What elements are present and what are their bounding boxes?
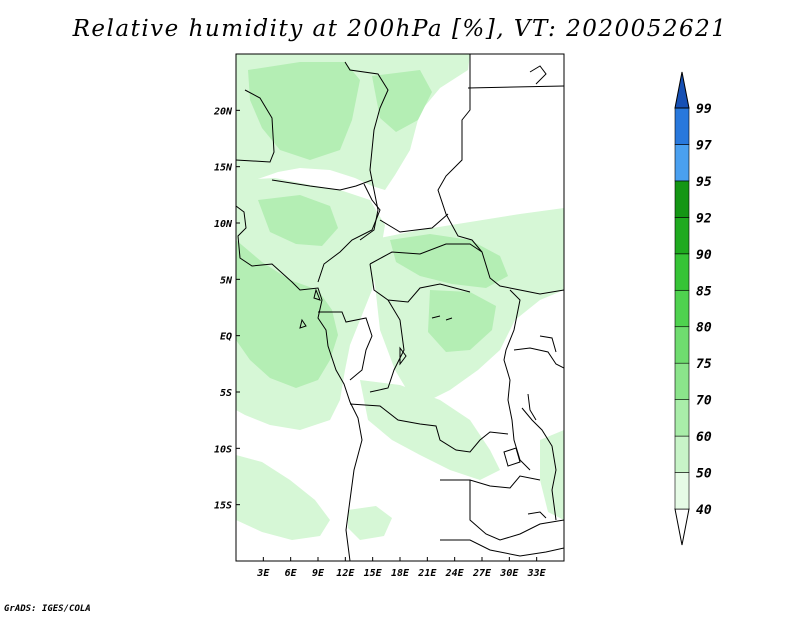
colorbar-label: 40 — [696, 503, 712, 518]
humidity-region-west-core — [258, 195, 338, 246]
humidity-region-south — [540, 430, 564, 520]
colorbar-label: 97 — [696, 138, 712, 153]
lat-tick-label: 5S — [220, 388, 232, 399]
humidity-region-south — [236, 455, 330, 540]
lon-tick-label: 24E — [445, 568, 465, 579]
colorbar-label: 95 — [696, 175, 712, 190]
colorbar-label: 70 — [696, 394, 712, 409]
lon-tick-label: 3E — [256, 568, 270, 579]
lat-tick-label: 15S — [214, 501, 232, 512]
colorbar-segment — [674, 107, 690, 145]
lat-tick-label: 10S — [214, 444, 232, 455]
lon-tick-label: 6E — [285, 568, 298, 579]
humidity-region-north-core — [248, 62, 360, 160]
colorbar-label: 99 — [696, 102, 712, 117]
lat-tick-label: 20N — [213, 106, 233, 117]
humidity-region-south — [360, 380, 500, 480]
lat-tick-label: EQ — [220, 332, 232, 343]
colorbar-segment — [674, 399, 690, 437]
colorbar-label: 75 — [696, 357, 712, 372]
lat-tick-label: 15N — [214, 163, 233, 174]
lon-axis: 3E 6E 9E 12E 15E 18E 21E 24E 27E 30E 33E — [256, 557, 547, 579]
colorbar-under-arrow — [674, 508, 690, 546]
colorbar-label: 50 — [696, 467, 712, 482]
lat-axis: 20N 15N 10N 5N EQ 5S 10S 15S — [213, 106, 240, 512]
humidity-region-central-core — [428, 290, 496, 352]
lon-tick-label: 15E — [364, 568, 383, 579]
humidity-region-north-core — [372, 70, 432, 132]
colorbar-label: 90 — [696, 248, 712, 263]
colorbar-segment — [674, 180, 690, 218]
map-title: Relative humidity at 200hPa [%], VT: 202… — [72, 16, 728, 42]
lon-tick-label: 33E — [527, 568, 547, 579]
lat-tick-label: 5N — [220, 275, 233, 286]
lon-tick-label: 30E — [499, 568, 519, 579]
coastlines-borders — [236, 54, 564, 561]
humidity-region-west-core — [236, 240, 338, 388]
lon-tick-label: 18E — [391, 568, 410, 579]
lon-tick-label: 12E — [336, 568, 355, 579]
colorbar-segment — [674, 362, 690, 400]
colorbar-segment — [674, 144, 690, 182]
colorbar-label: 85 — [696, 284, 712, 299]
colorbar-segment — [674, 253, 690, 291]
colorbar-segment — [674, 435, 690, 473]
colorbar-segment — [674, 472, 690, 510]
colorbar-over-arrow — [674, 71, 690, 109]
humidity-field — [236, 54, 564, 561]
lon-tick-label: 21E — [417, 568, 437, 579]
colorbar-segment — [674, 289, 690, 328]
lat-tick-label: 10N — [214, 219, 233, 230]
grads-credit: GrADS: IGES/COLA — [4, 604, 91, 614]
colorbar-segment — [674, 217, 690, 255]
colorbar: 40 50 60 70 75 80 85 90 92 95 97 99 — [674, 71, 712, 546]
humidity-region-south — [348, 506, 392, 540]
colorbar-label: 60 — [696, 430, 712, 445]
colorbar-label: 80 — [696, 321, 712, 336]
colorbar-label: 92 — [696, 211, 712, 226]
lon-tick-label: 27E — [472, 568, 492, 579]
colorbar-segment — [674, 326, 690, 364]
lon-tick-label: 9E — [312, 568, 325, 579]
